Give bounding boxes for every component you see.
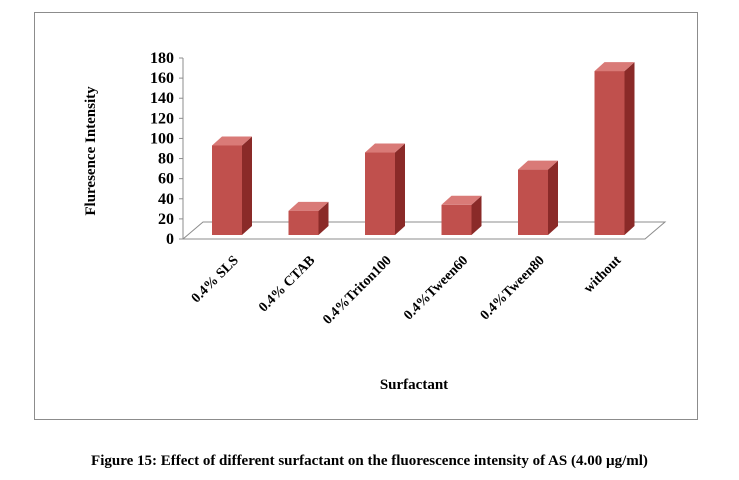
y-tick-label: 180: [150, 50, 174, 67]
x-tick-label: 0.4%Triton100: [320, 253, 395, 328]
y-tick-label: 80: [158, 151, 174, 168]
chart-floor: [181, 221, 667, 240]
bar: [288, 201, 329, 235]
bar: [365, 143, 405, 235]
bar-front-face: [594, 71, 625, 235]
bar-top-face: [441, 195, 482, 205]
bar-top-face: [594, 62, 635, 72]
bars: [212, 62, 635, 236]
x-tick-label: 0.4% SLS: [189, 253, 242, 306]
y-tick-labels: 0 20 40 60 80 100 120 140 160 180: [150, 50, 174, 248]
bar-side-face: [624, 62, 635, 236]
y-tick-label: 0: [166, 231, 174, 248]
bar-front-face: [518, 169, 548, 235]
x-axis-title: Surfactant: [380, 377, 448, 393]
chart-frame: 0 20 40 60 80 100 120 140 160 180 0.4% SLS 0.4% CT…: [34, 12, 698, 420]
bar: [518, 160, 558, 235]
bar-side-face: [471, 195, 482, 235]
x-tick-label: without: [581, 253, 624, 296]
x-tick-label: 0.4% CTAB: [256, 253, 318, 315]
bar-top-face: [365, 143, 405, 153]
bar-front-face: [441, 204, 472, 235]
bar-front-face: [365, 152, 395, 235]
y-axis-title: Fluresence Intensity: [83, 86, 99, 216]
bar-top-face: [288, 201, 329, 211]
bar-front-face: [288, 210, 319, 235]
y-axis: [179, 57, 184, 240]
bar-side-face: [318, 201, 329, 235]
y-tick-label: 160: [150, 70, 174, 87]
y-tick-label: 20: [158, 211, 174, 228]
bar: [594, 62, 635, 236]
y-tick-label: 140: [150, 90, 174, 107]
x-tick-label: 0.4%Tween60: [401, 253, 471, 323]
bar: [441, 195, 482, 235]
bar-side-face: [242, 136, 252, 235]
figure-caption: Figure 15: Effect of different surfactan…: [91, 453, 648, 469]
bar-front-face: [212, 145, 242, 235]
bar-top-face: [518, 160, 558, 170]
x-tick-label: 0.4%Tween80: [478, 253, 548, 323]
bar-side-face: [395, 143, 405, 235]
bar-chart: 0 20 40 60 80 100 120 140 160 180 0.4% SLS 0.4% CT…: [83, 50, 667, 393]
floor-plane: [181, 221, 667, 240]
y-tick-label: 60: [158, 171, 174, 188]
y-tick-label: 120: [150, 110, 174, 127]
y-tick-label: 100: [150, 130, 174, 147]
bar-side-face: [548, 160, 558, 235]
bar-top-face: [212, 136, 252, 146]
bar: [212, 136, 252, 235]
x-tick-labels: 0.4% SLS 0.4% CTAB 0.4%Triton100 0.4%Tween6…: [189, 253, 625, 328]
y-tick-label: 40: [158, 191, 174, 208]
